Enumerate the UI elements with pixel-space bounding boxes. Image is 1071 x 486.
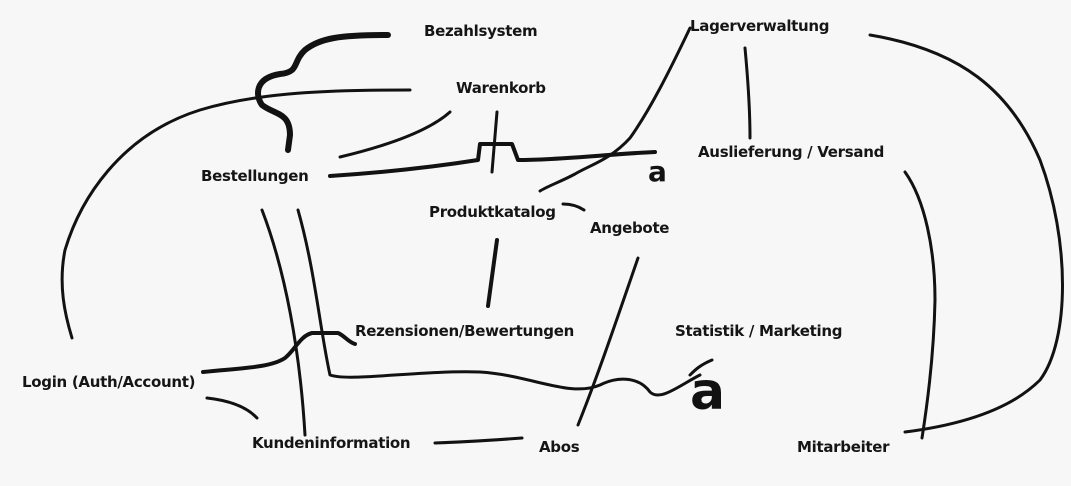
edge-bestellungen-angebote: [328, 142, 657, 178]
node-mitarbeiter: Mitarbeiter: [797, 438, 890, 456]
edge-produktkatalog-rezensionen: [486, 238, 499, 308]
node-angebote: Angebote: [590, 219, 670, 237]
edge-bezahlsystem-bestellungen: [255, 32, 391, 153]
edge-login-rezensionen: [201, 331, 357, 374]
large-a-mark: a: [690, 362, 725, 422]
edge-warenkorb-login: [60, 88, 412, 340]
node-produktkatalog: Produktkatalog: [429, 203, 556, 221]
edge-warenkorb-bestellungen: [338, 110, 452, 159]
edge-lager-mitarbeiter: [868, 33, 1064, 434]
edge-login-kundeninformation: [205, 396, 259, 420]
node-abos: Abos: [539, 438, 580, 456]
edge-produktkatalog-angebote: [561, 202, 586, 212]
node-statistik-marketing: Statistik / Marketing: [675, 322, 843, 340]
node-login: Login (Auth/Account): [22, 373, 196, 391]
edge-warenkorb-produktkatalog: [490, 110, 499, 174]
node-rezensionen: Rezensionen/Bewertungen: [355, 322, 574, 340]
node-kundeninformation: Kundeninformation: [252, 434, 411, 452]
node-auslieferung-versand: Auslieferung / Versand: [698, 143, 885, 161]
edge-statistik-marketing: [688, 358, 714, 377]
small-a-mark: a: [648, 155, 667, 188]
edge-kundeninformation-abos: [433, 436, 524, 445]
edge-bestellungen-kundeninformation-1: [260, 208, 307, 437]
edge-angebote-abos: [576, 256, 640, 427]
node-lagerverwaltung: Lagerverwaltung: [690, 17, 830, 35]
edge-lager-auslieferung: [743, 46, 752, 140]
node-bezahlsystem: Bezahlsystem: [424, 22, 538, 40]
node-bestellungen: Bestellungen: [201, 167, 309, 185]
edge-bestellungen-kundeninformation-2: [296, 208, 702, 397]
edge-auslieferung-mitarbeiter: [903, 170, 937, 440]
edge-lager-produktkatalog: [538, 26, 692, 193]
node-warenkorb: Warenkorb: [456, 79, 546, 97]
